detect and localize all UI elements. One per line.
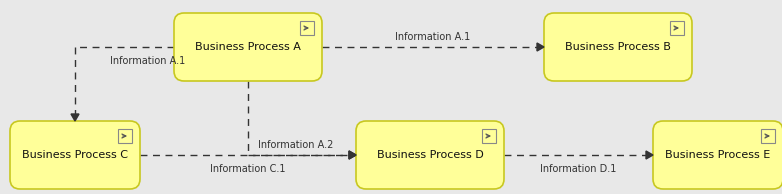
Text: Business Process E: Business Process E (665, 150, 770, 160)
Polygon shape (349, 151, 356, 159)
Text: Information A.1: Information A.1 (110, 56, 185, 66)
Text: Information C.1: Information C.1 (210, 164, 285, 174)
Text: Information D.1: Information D.1 (540, 164, 617, 174)
Text: Business Process C: Business Process C (22, 150, 128, 160)
Polygon shape (71, 114, 79, 121)
Text: Business Process D: Business Process D (377, 150, 483, 160)
FancyBboxPatch shape (356, 121, 504, 189)
Polygon shape (537, 43, 544, 51)
Text: Information A.2: Information A.2 (258, 140, 333, 150)
Polygon shape (646, 151, 653, 159)
Text: Business Process A: Business Process A (195, 42, 301, 52)
FancyBboxPatch shape (10, 121, 140, 189)
Text: Business Process B: Business Process B (565, 42, 671, 52)
FancyBboxPatch shape (653, 121, 782, 189)
Polygon shape (349, 151, 356, 159)
Text: Information A.1: Information A.1 (396, 32, 471, 42)
FancyBboxPatch shape (174, 13, 322, 81)
FancyBboxPatch shape (544, 13, 692, 81)
